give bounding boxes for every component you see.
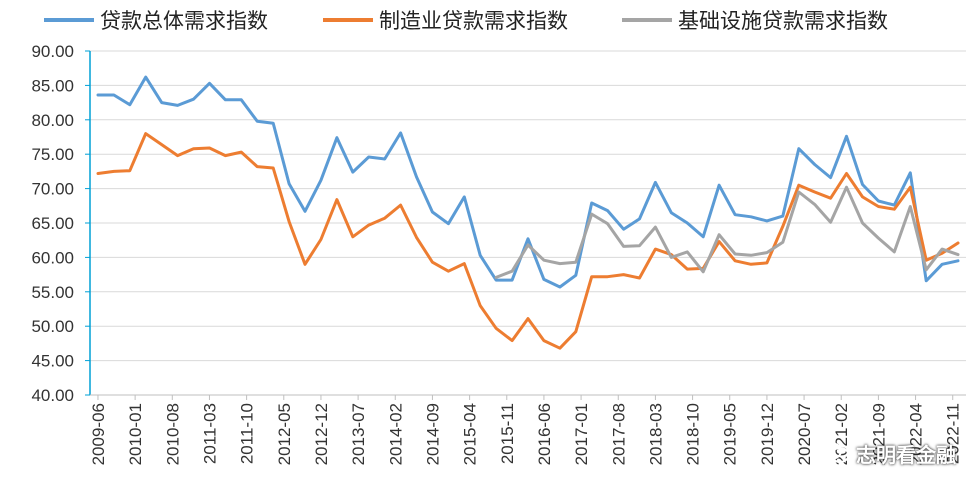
x-tick-label: 2012-05 — [275, 403, 294, 465]
x-tick-label: 2014-09 — [423, 403, 442, 465]
y-tick-label: 80.00 — [31, 111, 74, 130]
y-tick-label: 50.00 — [31, 317, 74, 336]
x-tick-label: 2021-09 — [869, 403, 888, 465]
x-tick-label: 2015-11 — [498, 403, 517, 464]
y-axis: 40.00 45.00 50.00 55.00 60.00 65.00 70.00 75.00… — [31, 42, 91, 405]
x-tick-label: 2022-11 — [944, 403, 963, 464]
y-tick-label: 45.00 — [31, 352, 74, 371]
x-tick-label: 2015-04 — [461, 403, 480, 465]
y-tick-label: 65.00 — [31, 214, 74, 233]
legend-label: 贷款总体需求指数 — [100, 9, 268, 33]
x-tick-label: 2020-07 — [795, 403, 814, 465]
y-tick-label: 85.00 — [31, 76, 74, 95]
y-tick-label: 75.00 — [31, 145, 74, 164]
x-tick-label: 2011-10 — [238, 403, 257, 464]
gridlines — [90, 50, 966, 396]
x-tick-label: 2011-03 — [200, 403, 219, 464]
y-tick-label: 70.00 — [31, 180, 74, 199]
x-tick-label: 2017-01 — [572, 403, 591, 465]
x-tick-label: 2013-07 — [349, 403, 368, 465]
legend-label: 制造业贷款需求指数 — [379, 9, 568, 33]
x-tick-label: 2010-08 — [163, 403, 182, 465]
x-tick-label: 2022-04 — [907, 403, 926, 465]
watermark: 志明看金融 — [820, 436, 956, 470]
series-lines — [96, 75, 960, 350]
wechat-icon — [820, 442, 850, 463]
legend-item: 制造业贷款需求指数 — [323, 9, 568, 33]
x-axis: 2009-06 2010-01 2010-08 2011-03 2011-10 2012-… — [89, 394, 966, 465]
legend-label: 基础设施贷款需求指数 — [678, 9, 888, 33]
x-tick-label: 2009-06 — [89, 403, 108, 465]
x-tick-label: 2018-03 — [646, 403, 665, 465]
x-tick-label: 2016-06 — [535, 403, 554, 465]
y-tick-label: 90.00 — [31, 42, 74, 61]
series-line — [494, 185, 960, 279]
x-tick-label: 2019-05 — [721, 403, 740, 465]
x-tick-label: 2010-01 — [126, 403, 145, 465]
y-tick-label: 60.00 — [31, 248, 74, 267]
legend: 贷款总体需求指数 制造业贷款需求指数 基础设施贷款需求指数 — [44, 9, 888, 33]
x-tick-label: 2018-10 — [684, 403, 703, 465]
x-tick-label: 2014-02 — [386, 403, 405, 465]
legend-item: 贷款总体需求指数 — [44, 9, 268, 33]
y-tick-label: 40.00 — [31, 386, 74, 405]
series-line — [96, 75, 960, 289]
x-tick-label: 2012-12 — [312, 403, 331, 465]
y-tick-label: 55.00 — [31, 283, 74, 302]
legend-item: 基础设施贷款需求指数 — [622, 9, 888, 33]
x-tick-label: 2017-08 — [609, 403, 628, 465]
watermark-text: 志明看金融 — [856, 442, 956, 467]
series-line — [96, 132, 960, 350]
x-tick-label: 2019-12 — [758, 403, 777, 465]
